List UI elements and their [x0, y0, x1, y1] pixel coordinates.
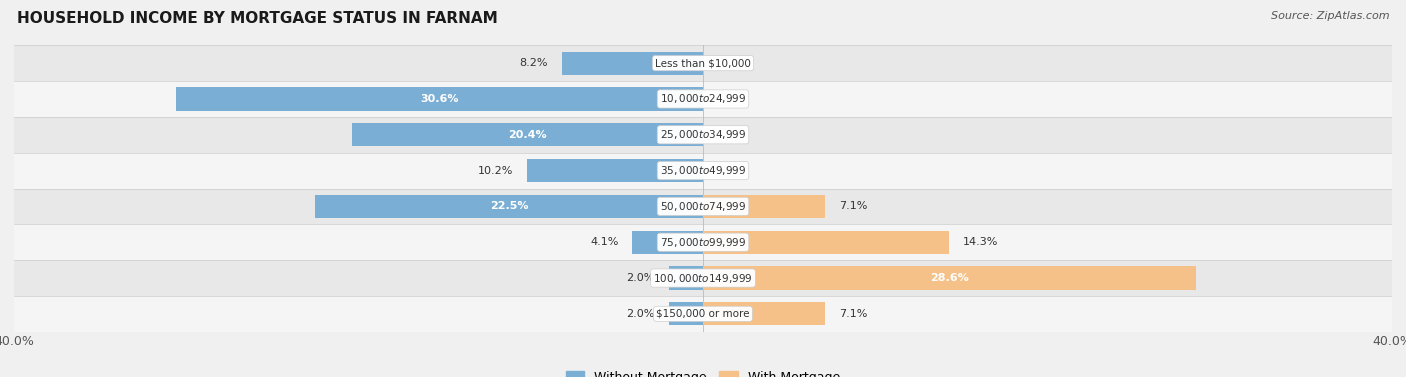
Text: $50,000 to $74,999: $50,000 to $74,999 [659, 200, 747, 213]
Bar [633, 231, 703, 254]
Bar [669, 267, 703, 290]
Bar [14, 45, 1392, 81]
Bar [669, 302, 703, 325]
Text: 10.2%: 10.2% [478, 166, 513, 176]
Bar [14, 296, 1392, 332]
Text: 20.4%: 20.4% [508, 130, 547, 140]
Text: 7.1%: 7.1% [839, 201, 868, 211]
Bar [14, 260, 1392, 296]
Text: 4.1%: 4.1% [591, 237, 619, 247]
Bar [703, 302, 825, 325]
Text: 7.1%: 7.1% [839, 309, 868, 319]
Bar [14, 188, 1392, 224]
Text: 28.6%: 28.6% [929, 273, 969, 283]
Bar [14, 224, 1392, 260]
Text: $35,000 to $49,999: $35,000 to $49,999 [659, 164, 747, 177]
Bar [703, 267, 1195, 290]
Text: $75,000 to $99,999: $75,000 to $99,999 [659, 236, 747, 249]
Text: $150,000 or more: $150,000 or more [657, 309, 749, 319]
Bar [703, 231, 949, 254]
Bar [527, 159, 703, 182]
Text: 2.0%: 2.0% [627, 309, 655, 319]
Text: $25,000 to $34,999: $25,000 to $34,999 [659, 128, 747, 141]
Text: 2.0%: 2.0% [627, 273, 655, 283]
Text: $10,000 to $24,999: $10,000 to $24,999 [659, 92, 747, 106]
Text: Source: ZipAtlas.com: Source: ZipAtlas.com [1271, 11, 1389, 21]
Text: 8.2%: 8.2% [519, 58, 548, 68]
Text: $100,000 to $149,999: $100,000 to $149,999 [654, 271, 752, 285]
Bar [14, 117, 1392, 153]
Text: 14.3%: 14.3% [963, 237, 998, 247]
Text: Less than $10,000: Less than $10,000 [655, 58, 751, 68]
Bar [562, 52, 703, 75]
Bar [176, 87, 703, 110]
Bar [14, 153, 1392, 188]
Text: 22.5%: 22.5% [489, 201, 529, 211]
Text: HOUSEHOLD INCOME BY MORTGAGE STATUS IN FARNAM: HOUSEHOLD INCOME BY MORTGAGE STATUS IN F… [17, 11, 498, 26]
Bar [315, 195, 703, 218]
Text: 30.6%: 30.6% [420, 94, 458, 104]
Bar [14, 81, 1392, 117]
Bar [352, 123, 703, 146]
Legend: Without Mortgage, With Mortgage: Without Mortgage, With Mortgage [561, 366, 845, 377]
Bar [703, 195, 825, 218]
